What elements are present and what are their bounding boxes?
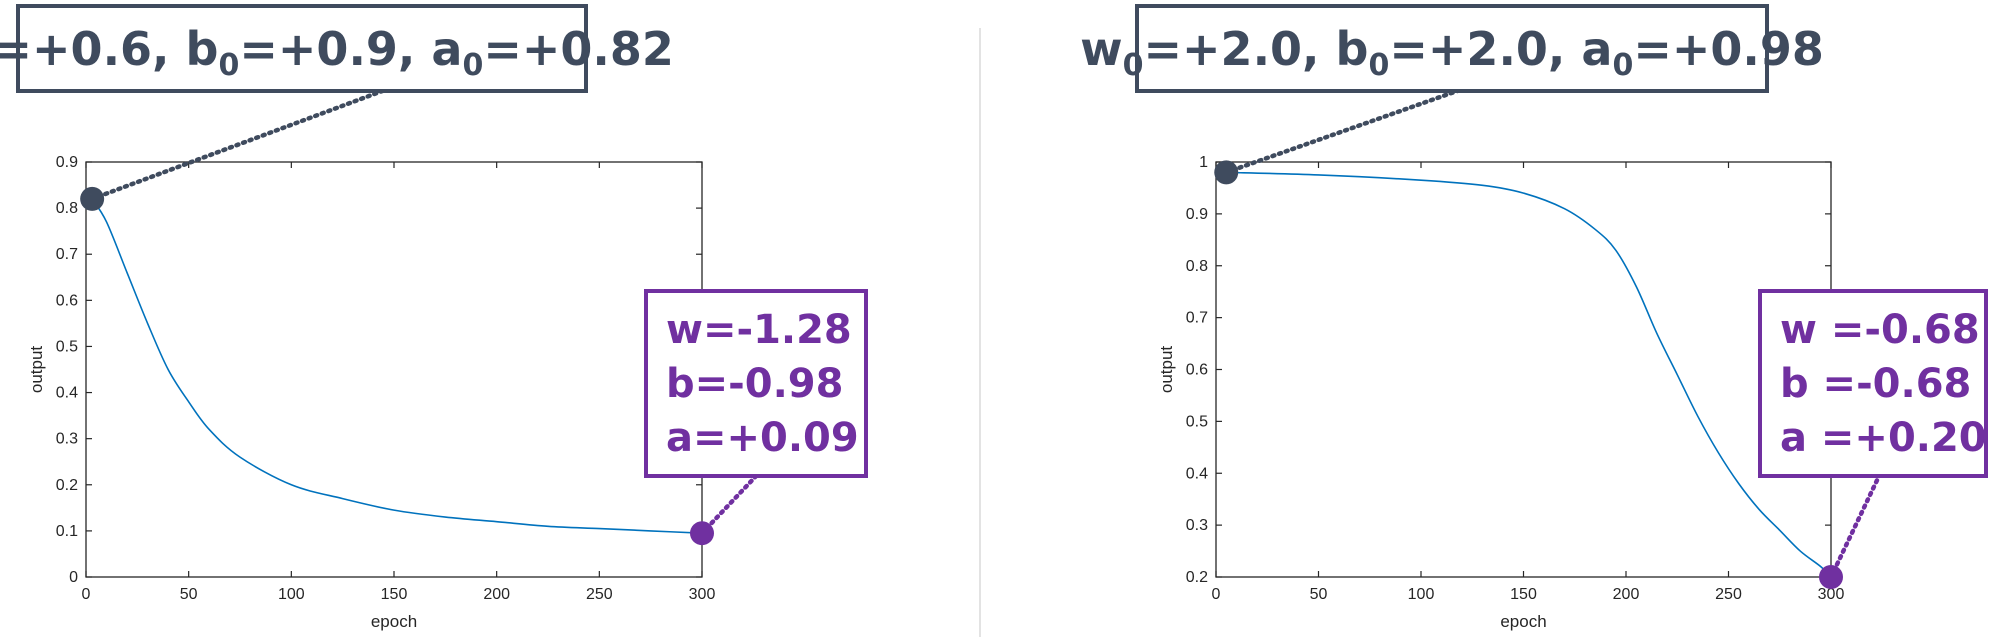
initial-leader-line (89, 87, 388, 202)
y-tick-label: 1 (1199, 154, 1208, 171)
x-tick-label: 300 (689, 586, 716, 603)
x-axis-label: epoch (371, 612, 417, 631)
initial-w-value: +2.0 (1182, 21, 1303, 76)
initial-b-value: +0.9 (277, 21, 398, 76)
plot-area-frame (85, 161, 703, 578)
y-tick-label: 0.6 (56, 292, 78, 309)
x-tick-label: 50 (180, 586, 198, 603)
x-tick-label: 100 (1408, 586, 1435, 603)
x-tick-label: 250 (1715, 586, 1742, 603)
panel-divider (979, 28, 981, 637)
y-tick-label: 0.9 (1186, 206, 1208, 223)
y-tick-label: 0.2 (1186, 569, 1208, 586)
final-b-label: b=-0.98 (666, 361, 844, 407)
y-tick-label: 0.5 (56, 338, 78, 355)
y-tick-label: 0 (69, 569, 78, 586)
chart-svg-left: 0 50 100 150 200 250 300 0 0.1 0.2 0.3 0.4 0.5 0.6 0.7… (27, 87, 761, 631)
x-axis-label: epoch (1500, 612, 1546, 631)
y-tick-label: 0.5 (1186, 413, 1208, 430)
final-params-box: w =-0.68 b =-0.68 a =+0.20 (1758, 289, 1988, 478)
y-tick-label: 0.3 (56, 431, 78, 448)
final-leader-line (1828, 471, 1883, 580)
x-tick-label: 0 (1212, 586, 1221, 603)
final-a-label: a=+0.09 (666, 415, 859, 461)
initial-a-value: +0.98 (1671, 21, 1824, 76)
x-tick-label: 200 (483, 586, 510, 603)
x-tick-label: 150 (381, 586, 408, 603)
initial-params-box: w0=+2.0, b0=+2.0, a0=+0.98 (1080, 4, 1824, 93)
end-point-marker (690, 521, 714, 546)
final-a-label: a =+0.20 (1780, 415, 1987, 461)
final-w-label: w=-1.28 (666, 307, 852, 353)
chart-panel-left: 0 50 100 150 200 250 300 0 0.1 0.2 0.3 0.4 0.5 0.6 0.7… (0, 0, 980, 637)
y-tick-label: 0.8 (56, 200, 78, 217)
x-tick-label: 0 (82, 586, 91, 603)
end-point-marker (1819, 565, 1843, 589)
final-w-label: w =-0.68 (1780, 307, 1980, 353)
y-tick-label: 0.4 (1186, 465, 1208, 482)
x-tick-label: 100 (278, 586, 305, 603)
final-b-label: b =-0.68 (1780, 361, 1972, 407)
start-point-marker (80, 186, 105, 211)
x-tick-label: 150 (1510, 586, 1537, 603)
x-tick-label: 250 (586, 586, 613, 603)
final-leader-line (699, 471, 761, 536)
y-axis-label: output (1157, 346, 1176, 394)
output-line (91, 198, 703, 534)
initial-w-value: +0.6 (32, 21, 153, 76)
y-tick-label: 0.3 (1186, 517, 1208, 534)
initial-leader-line (1224, 87, 1463, 175)
chart-svg-right: 0 50 100 150 200 250 300 0.2 0.3 0.4 0.5 0.6 0.7 0.8 0… (1157, 87, 1883, 631)
x-tick-label: 50 (1310, 586, 1328, 603)
y-tick-label: 0.6 (1186, 362, 1208, 379)
y-tick-label: 0.9 (56, 154, 78, 171)
y-axis-label: output (27, 346, 46, 394)
final-params-box: w=-1.28 b=-0.98 a=+0.09 (644, 289, 868, 478)
output-line (1226, 171, 1832, 578)
x-tick-label: 200 (1613, 586, 1640, 603)
initial-params-box: w0=+0.6, b0=+0.9, a0=+0.82 (0, 4, 674, 93)
initial-a-value: +0.82 (521, 21, 674, 76)
plot-area-frame (1215, 161, 1832, 578)
chart-panel-right: 0 50 100 150 200 250 300 0.2 0.3 0.4 0.5 0.6 0.7 0.8 0… (1080, 0, 2005, 637)
start-point-marker (1214, 160, 1239, 185)
x-tick-label: 300 (1818, 586, 1845, 603)
y-tick-label: 0.7 (56, 246, 78, 263)
y-tick-label: 0.1 (56, 523, 78, 540)
y-tick-label: 0.8 (1186, 258, 1208, 275)
initial-b-value: +2.0 (1427, 21, 1548, 76)
y-tick-label: 0.4 (56, 385, 78, 402)
y-tick-label: 0.2 (56, 477, 78, 494)
y-tick-label: 0.7 (1186, 310, 1208, 327)
